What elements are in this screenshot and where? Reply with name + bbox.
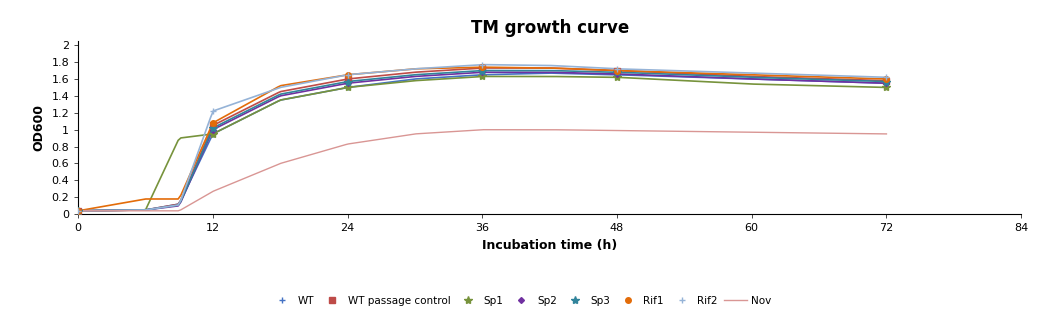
WT passage control	[342, 77, 354, 81]
Rif2	[476, 63, 489, 66]
Sp1	[342, 86, 354, 89]
Rif1	[880, 77, 893, 81]
Rif2	[880, 75, 893, 79]
Sp1	[476, 75, 489, 78]
Rif1	[72, 209, 84, 213]
Sp1	[72, 209, 84, 213]
Line: Rif1: Rif1	[75, 64, 889, 214]
Title: TM growth curve: TM growth curve	[471, 19, 628, 37]
Sp2	[206, 128, 219, 132]
Rif1	[206, 121, 219, 125]
WT	[342, 86, 354, 89]
Sp3	[206, 126, 219, 130]
Sp2	[611, 72, 623, 76]
Rif2	[206, 109, 219, 113]
Sp1	[206, 132, 219, 136]
Rif2	[611, 67, 623, 71]
Line: Sp2: Sp2	[76, 70, 889, 213]
Y-axis label: OD600: OD600	[32, 104, 46, 151]
Sp2	[476, 70, 489, 74]
Line: Sp1: Sp1	[74, 72, 891, 215]
Sp3	[476, 69, 489, 72]
Sp2	[880, 81, 893, 85]
Sp2	[72, 209, 84, 213]
WT passage control	[72, 209, 84, 213]
WT	[72, 209, 84, 213]
Sp1	[880, 86, 893, 89]
WT passage control	[476, 66, 489, 70]
WT	[476, 73, 489, 77]
WT passage control	[206, 123, 219, 127]
WT	[880, 81, 893, 85]
X-axis label: Incubation time (h): Incubation time (h)	[482, 239, 617, 252]
Sp2	[342, 81, 354, 85]
Sp3	[72, 209, 84, 213]
Line: Rif2: Rif2	[75, 61, 890, 214]
WT	[206, 132, 219, 136]
Sp1	[611, 75, 623, 79]
WT passage control	[880, 79, 893, 83]
Line: WT passage control: WT passage control	[75, 65, 889, 214]
Sp3	[611, 70, 623, 74]
Rif2	[342, 73, 354, 77]
Rif1	[611, 69, 623, 72]
Rif2	[72, 209, 84, 213]
WT	[611, 73, 623, 77]
WT passage control	[611, 69, 623, 72]
Legend: WT, WT passage control, Sp1, Sp2, Sp3, Rif1, Rif2, Nov: WT, WT passage control, Sp1, Sp2, Sp3, R…	[267, 291, 775, 310]
Sp3	[880, 80, 893, 83]
Rif1	[342, 73, 354, 77]
Sp3	[342, 80, 354, 83]
Line: Sp3: Sp3	[74, 66, 891, 215]
Rif1	[476, 65, 489, 69]
Line: WT: WT	[75, 71, 890, 214]
